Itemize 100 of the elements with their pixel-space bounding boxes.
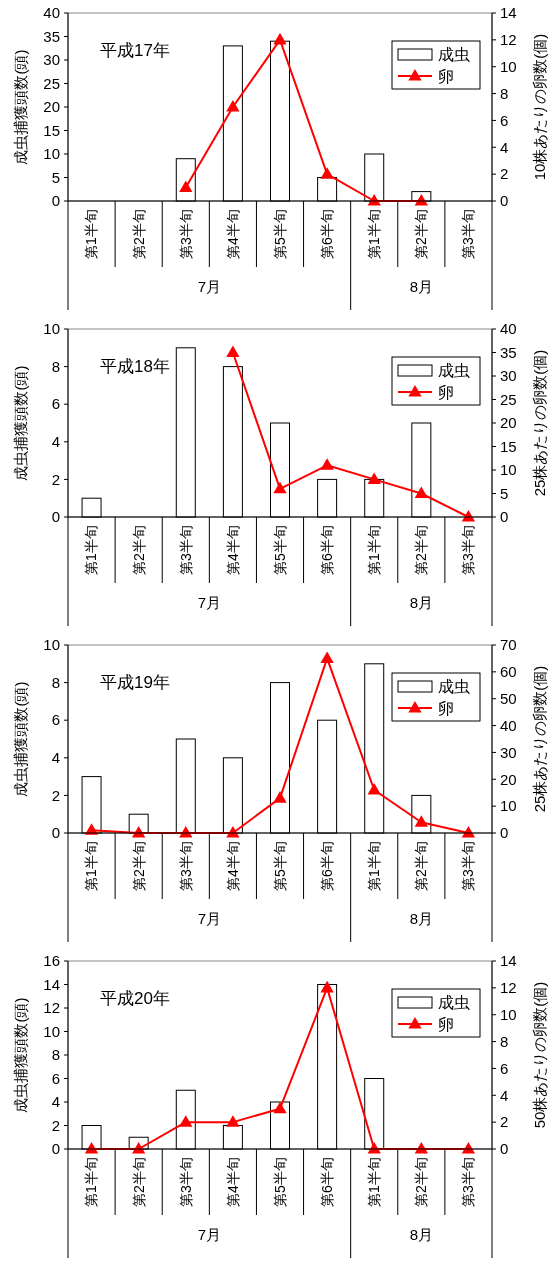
y-tick-label: 16 (43, 952, 60, 970)
y-tick-label: 2 (51, 1116, 60, 1134)
y-tick-label: 0 (51, 1140, 60, 1158)
y2-tick-label: 40 (500, 716, 517, 734)
y2-tick-label: 14 (500, 952, 517, 970)
point (273, 1101, 287, 1114)
x-tick-label: 第1半旬 (83, 209, 100, 259)
y2-tick-label: 10 (500, 461, 517, 479)
x-tick-label: 第2半旬 (413, 525, 430, 575)
x-tick-label: 第4半旬 (224, 841, 241, 891)
y2-axis-title: 50株あたりの卵数(個) (531, 981, 549, 1129)
y-tick-label: 2 (51, 786, 60, 804)
x-tick-label: 第3半旬 (460, 525, 477, 575)
legend-label: 成虫 (438, 993, 470, 1011)
y2-tick-label: 40 (500, 320, 517, 338)
y2-tick-label: 25 (500, 390, 517, 408)
y-tick-label: 10 (43, 145, 60, 163)
y2-tick-label: 0 (500, 824, 509, 842)
x-tick-label: 第2半旬 (130, 1157, 147, 1207)
y-tick-label: 10 (43, 320, 60, 338)
text: 平成19年 (100, 673, 170, 692)
point (320, 980, 334, 993)
text: 7月 (197, 1226, 222, 1243)
x-tick-label: 第3半旬 (177, 841, 194, 891)
y-tick-label: 14 (43, 975, 60, 993)
y-tick-label: 0 (51, 508, 60, 526)
point (367, 472, 381, 484)
point (273, 791, 287, 803)
y2-tick-label: 60 (500, 663, 517, 681)
x-tick-label: 第1半旬 (366, 1157, 383, 1207)
y2-tick-label: 8 (500, 1032, 509, 1050)
text: 平成17年 (100, 41, 170, 60)
x-tick-label: 第2半旬 (130, 841, 147, 891)
y2-tick-label: 6 (500, 1059, 509, 1077)
y-axis-title: 成虫捕獲頭数(頭) (12, 997, 29, 1113)
y-tick-label: 6 (51, 711, 60, 729)
x-tick-label: 第1半旬 (366, 841, 383, 891)
x-tick-label: 第3半旬 (460, 209, 477, 259)
x-tick-label: 第1半旬 (83, 1157, 100, 1207)
x-tick-label: 第4半旬 (224, 209, 241, 259)
y-tick-label: 6 (51, 1069, 60, 1087)
x-tick-label: 第6半旬 (319, 209, 336, 259)
y2-tick-label: 0 (500, 508, 509, 526)
y-tick-label: 6 (51, 395, 60, 413)
text: 8月 (409, 278, 434, 295)
text: 7月 (197, 594, 222, 611)
y2-tick-label: 20 (500, 414, 517, 432)
legend-label: 卵 (438, 1015, 454, 1033)
text: 平成18年 (100, 357, 170, 376)
legend-label: 成虫 (438, 361, 470, 379)
y-tick-label: 2 (51, 470, 60, 488)
x-tick-label: 第1半旬 (83, 525, 100, 575)
y-axis-title: 成虫捕獲頭数(頭) (12, 49, 29, 165)
y2-tick-label: 2 (500, 165, 509, 183)
x-tick-label: 第2半旬 (130, 525, 147, 575)
y-axis-title: 成虫捕獲頭数(頭) (12, 681, 29, 797)
x-tick-label: 第5半旬 (271, 209, 288, 259)
y-tick-label: 0 (51, 824, 60, 842)
point (367, 783, 381, 795)
point (226, 345, 240, 358)
point (320, 651, 334, 663)
y2-axis-title: 25株あたりの卵数(個) (531, 349, 549, 497)
point (320, 167, 334, 179)
y-tick-label: 30 (43, 51, 60, 69)
legend-label: 成虫 (438, 45, 470, 63)
y2-tick-label: 0 (500, 1140, 509, 1158)
text: 8月 (409, 594, 434, 611)
x-tick-label: 第6半旬 (319, 841, 336, 891)
y2-tick-label: 10 (500, 1005, 517, 1023)
x-tick-label: 第6半旬 (319, 525, 336, 575)
y-tick-label: 10 (43, 1022, 60, 1040)
y-tick-label: 10 (43, 636, 60, 654)
y-tick-label: 8 (51, 673, 60, 691)
x-tick-label: 第2半旬 (413, 1157, 430, 1207)
y2-tick-label: 12 (500, 31, 517, 49)
y-tick-label: 20 (43, 98, 60, 116)
point (273, 32, 287, 45)
y2-tick-label: 50 (500, 689, 517, 707)
y2-tick-label: 10 (500, 797, 517, 815)
x-tick-label: 第1半旬 (83, 841, 100, 891)
y-tick-label: 8 (51, 1046, 60, 1064)
x-tick-label: 第3半旬 (177, 525, 194, 575)
y-tick-label: 15 (43, 121, 60, 139)
y2-tick-label: 6 (500, 111, 509, 129)
y2-tick-label: 30 (500, 743, 517, 761)
y-tick-label: 40 (43, 4, 60, 22)
y-tick-label: 4 (51, 433, 60, 451)
y-tick-label: 4 (51, 1093, 60, 1111)
x-tick-label: 第5半旬 (271, 1157, 288, 1207)
x-tick-label: 第3半旬 (460, 841, 477, 891)
text: 8月 (409, 1226, 434, 1243)
point (226, 100, 240, 112)
point (273, 481, 287, 494)
y2-axis-title: 10株あたりの卵数(個) (531, 33, 549, 181)
point (320, 458, 334, 470)
y2-axis-title: 25株あたりの卵数(個) (531, 665, 549, 813)
y2-tick-label: 35 (500, 343, 517, 361)
x-tick-label: 第6半旬 (319, 1157, 336, 1207)
y2-tick-label: 12 (500, 979, 517, 997)
x-tick-label: 第5半旬 (271, 525, 288, 575)
